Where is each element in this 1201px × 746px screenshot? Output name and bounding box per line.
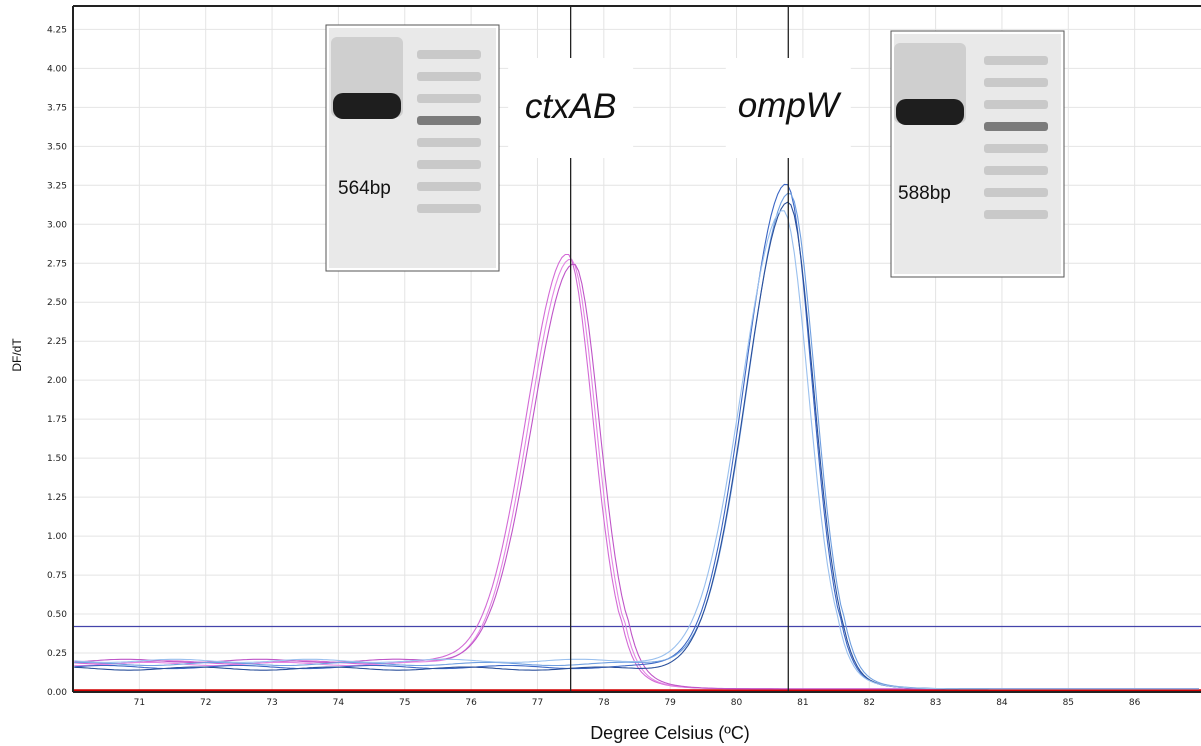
gel-band-size-label: 588bp: [898, 183, 951, 204]
x-tick-label: 80: [731, 698, 743, 708]
y-tick-label: 0.50: [47, 610, 67, 620]
gel-ladder-band: [417, 72, 481, 81]
x-tick-label: 71: [134, 698, 145, 708]
gel-band-size-label: 564bp: [338, 178, 391, 199]
x-tick-label: 84: [996, 698, 1008, 708]
x-axis-ticks: 71 72 73 74 75 76 77 78 79 80 81 82 83 84 85 86: [134, 698, 1141, 708]
y-tick-label: 3.50: [47, 142, 67, 152]
y-tick-label: 2.50: [47, 298, 67, 308]
gel-ladder-band: [984, 210, 1048, 219]
x-tick-label: 73: [266, 698, 277, 708]
y-tick-label: 2.75: [47, 259, 67, 269]
gel-ladder-band: [984, 122, 1048, 131]
x-tick-label: 79: [664, 698, 676, 708]
x-tick-label: 77: [532, 698, 543, 708]
gel-ladder-band: [984, 56, 1048, 65]
x-tick-label: 81: [797, 698, 808, 708]
y-tick-label: 0.25: [47, 649, 67, 659]
gel-ladder-band: [417, 50, 481, 59]
y-tick-label: 4.00: [47, 64, 67, 74]
y-tick-label: 2.25: [47, 337, 67, 347]
gel-ladder-band: [417, 116, 481, 125]
gel-band: [896, 99, 964, 125]
y-tick-label: 2.00: [47, 376, 67, 386]
x-axis-label: Degree Celsius (ºC): [590, 723, 750, 743]
gel-ladder-band: [984, 166, 1048, 175]
y-axis-ticks: 0.00 0.25 0.50 0.75 1.00 1.25 1.50 1.75 2.00 2.25…: [47, 25, 67, 698]
peak-label-background: [508, 58, 634, 158]
x-tick-label: 85: [1063, 698, 1074, 708]
y-tick-label: 4.25: [47, 25, 67, 35]
gel-ladder-band: [417, 160, 481, 169]
x-tick-label: 83: [930, 698, 941, 708]
gel-ladder-band: [984, 100, 1048, 109]
gel-ladder-band: [417, 138, 481, 147]
peak-label-background: [725, 58, 851, 158]
x-tick-label: 86: [1129, 698, 1141, 708]
x-tick-label: 75: [399, 698, 410, 708]
x-tick-label: 82: [864, 698, 875, 708]
gel-ladder-band: [417, 94, 481, 103]
gel-band: [333, 93, 401, 119]
y-tick-label: 1.00: [47, 532, 67, 542]
x-tick-label: 74: [333, 698, 345, 708]
x-tick-label: 76: [465, 698, 477, 708]
y-tick-label: 1.50: [47, 454, 67, 464]
y-axis-label: DF/dT: [10, 338, 24, 372]
gel-ladder-band: [417, 182, 481, 191]
x-tick-label: 72: [200, 698, 211, 708]
gel-ladder-band: [984, 78, 1048, 87]
gel-ladder-band: [984, 188, 1048, 197]
gel-ladder-band: [984, 144, 1048, 153]
y-tick-label: 3.25: [47, 181, 67, 191]
x-tick-label: 78: [598, 698, 610, 708]
peak-label: ctxAB: [525, 87, 616, 126]
y-tick-label: 0.00: [47, 688, 67, 698]
y-tick-label: 3.00: [47, 220, 67, 230]
y-tick-label: 0.75: [47, 571, 67, 581]
gel-ladder-band: [417, 204, 481, 213]
y-tick-label: 1.25: [47, 493, 67, 503]
y-tick-label: 1.75: [47, 415, 67, 425]
melt-curve: [74, 210, 1199, 690]
y-tick-label: 3.75: [47, 103, 67, 113]
peak-label: ompW: [738, 86, 842, 125]
